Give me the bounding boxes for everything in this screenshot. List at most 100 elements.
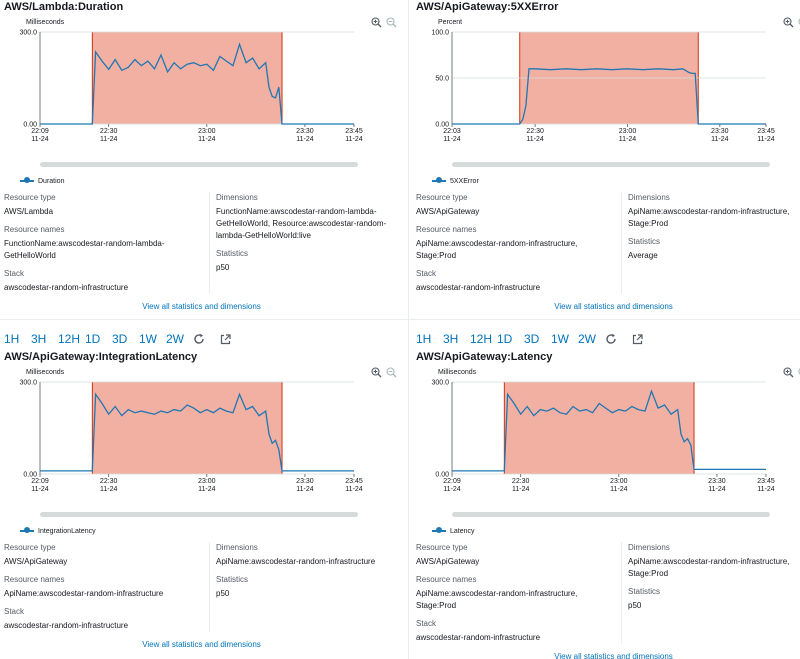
x-tick-date-label: 11-24 — [31, 486, 48, 493]
range-12h-button[interactable]: 12H — [58, 332, 81, 346]
x-tick-label: 23:30 — [708, 478, 726, 485]
zoom-in-icon[interactable] — [371, 15, 382, 33]
dimensions-value: ApiName:awscodestar-random-infrastructur… — [628, 557, 790, 578]
range-1h-button[interactable]: 1H — [4, 332, 20, 346]
legend-swatch — [20, 527, 34, 533]
x-tick-date-label: 11-24 — [619, 136, 636, 143]
view-all-link[interactable]: View all statistics and dimensions — [142, 302, 261, 311]
details-left-column: Resource type AWS/Lambda Resource names … — [4, 192, 209, 294]
stack-value: awscodestar-random-infrastructure — [416, 633, 541, 642]
x-tick-label: 23:00 — [198, 478, 216, 485]
zoom-out-icon[interactable] — [386, 15, 397, 33]
zoom-in-icon[interactable] — [783, 365, 794, 383]
x-tick-label: 23:45 — [345, 478, 363, 485]
range-1w-button[interactable]: 1W — [551, 332, 569, 346]
range-2w-button[interactable]: 2W — [166, 332, 184, 346]
y-axis-unit-label: Milliseconds — [26, 369, 65, 376]
chart-legend[interactable]: 5XXError — [416, 174, 800, 188]
zoom-controls — [371, 365, 397, 383]
zoom-out-icon[interactable] — [798, 365, 800, 383]
range-1w-button[interactable]: 1W — [139, 332, 157, 346]
zoom-controls — [783, 15, 800, 33]
line-chart[interactable]: Percent0.0050.0100.022:0311-2422:3011-24… — [416, 14, 800, 164]
x-tick-label: 22:09 — [443, 478, 461, 485]
alarm-band — [504, 382, 695, 474]
chart-scrollbar[interactable] — [40, 512, 358, 517]
range-2w-button[interactable]: 2W — [578, 332, 596, 346]
metric-panel-lambda-duration: AWS/Lambda:Duration Milliseconds 0.00 300.… — [4, 0, 399, 311]
range-3d-button[interactable]: 3D — [524, 332, 540, 346]
chart-scrollbar[interactable] — [40, 162, 358, 167]
zoom-in-icon[interactable] — [371, 365, 382, 383]
view-all-link[interactable]: View all statistics and dimensions — [142, 640, 261, 649]
x-tick-date-label: 11-24 — [296, 136, 313, 143]
range-3h-button[interactable]: 3H — [31, 332, 47, 346]
statistics-value: p50 — [216, 263, 230, 272]
x-tick-date-label: 11-24 — [526, 136, 543, 143]
external-link-icon[interactable] — [220, 331, 247, 347]
chart-scrollbar[interactable] — [452, 512, 770, 517]
refresh-icon[interactable] — [193, 331, 220, 347]
details-right-column: Dimensions ApiName:awscodestar-random-in… — [621, 542, 800, 644]
statistics-label: Statistics — [628, 587, 661, 596]
dimensions-value: ApiName:awscodestar-random-infrastructur… — [216, 557, 376, 566]
external-link-icon[interactable] — [632, 331, 659, 347]
stack-label: Stack — [416, 619, 437, 628]
x-tick-label: 23:00 — [198, 128, 216, 135]
resource-type-value: AWS/ApiGateway — [4, 557, 68, 566]
range-12h-button[interactable]: 12H — [470, 332, 493, 346]
chart-legend[interactable]: Duration — [4, 174, 399, 188]
metric-panel-apigateway-latency: 1H 3H 12H 1D 3D 1W 2W AWS/ApiGateway:Lat… — [416, 330, 800, 659]
y-tick-label: 0.00 — [23, 472, 37, 479]
range-1h-button[interactable]: 1H — [416, 332, 432, 346]
legend-swatch — [432, 177, 446, 183]
x-tick-date-label: 11-24 — [100, 136, 117, 143]
range-3h-button[interactable]: 3H — [443, 332, 459, 346]
statistics-label: Statistics — [628, 237, 661, 246]
y-tick-label: 300.0 — [19, 30, 37, 37]
x-tick-date-label: 11-24 — [345, 486, 362, 493]
legend-swatch — [20, 177, 34, 183]
line-chart[interactable]: Milliseconds0.00300.022:0911-2422:3011-2… — [4, 14, 399, 164]
zoom-controls — [371, 15, 397, 33]
resource-names-label: Resource names — [416, 225, 477, 234]
chart-legend[interactable]: IntegrationLatency — [4, 524, 399, 538]
resource-names-value: FunctionName:awscodestar-random-lambda-G… — [4, 239, 165, 260]
legend-label: 5XXError — [450, 177, 479, 185]
zoom-controls — [783, 365, 800, 383]
stack-value: awscodestar-random-infrastructure — [416, 283, 541, 292]
statistics-value: Average — [628, 251, 658, 260]
chart-legend[interactable]: Latency — [416, 524, 800, 538]
y-tick-label: 300.0 — [19, 380, 37, 387]
x-tick-label: 23:45 — [757, 128, 775, 135]
resource-names-label: Resource names — [416, 575, 477, 584]
series-line — [452, 389, 766, 472]
view-all-link[interactable]: View all statistics and dimensions — [554, 302, 673, 311]
refresh-icon[interactable] — [605, 331, 632, 347]
stack-label: Stack — [4, 607, 25, 616]
zoom-out-icon[interactable] — [798, 15, 800, 33]
view-all-link[interactable]: View all statistics and dimensions — [554, 652, 673, 659]
zoom-in-icon[interactable] — [783, 15, 794, 33]
line-chart[interactable]: Milliseconds0.00300.022:0911-2422:3011-2… — [4, 364, 399, 514]
chart-area: Percent 0.00 50.0 100.0 22:03 11-24 22:30 11-24… — [416, 14, 800, 174]
range-1d-button[interactable]: 1D — [85, 332, 101, 346]
chart-title: AWS/ApiGateway:IntegrationLatency — [4, 351, 198, 363]
details-right-column: Dimensions ApiName:awscodestar-random-in… — [621, 192, 800, 294]
chart-scrollbar[interactable] — [452, 162, 770, 167]
dimensions-label: Dimensions — [628, 543, 670, 552]
resource-type-value: AWS/Lambda — [4, 207, 54, 216]
x-tick-date-label: 11-24 — [198, 486, 215, 493]
zoom-out-icon[interactable] — [386, 365, 397, 383]
range-1d-button[interactable]: 1D — [497, 332, 513, 346]
y-tick-label: 300.0 — [431, 380, 449, 387]
details-left-column: Resource type AWS/ApiGateway Resource na… — [4, 542, 209, 632]
range-3d-button[interactable]: 3D — [112, 332, 128, 346]
dimensions-value: ApiName:awscodestar-random-infrastructur… — [628, 207, 790, 228]
resource-type-value: AWS/ApiGateway — [416, 207, 480, 216]
statistics-label: Statistics — [216, 575, 249, 584]
line-chart[interactable]: Milliseconds0.00300.022:0911-2422:3011-2… — [416, 364, 800, 514]
x-tick-label: 23:00 — [610, 478, 628, 485]
details-left-column: Resource type AWS/ApiGateway Resource na… — [416, 192, 621, 294]
y-tick-label: 50.0 — [435, 76, 449, 83]
